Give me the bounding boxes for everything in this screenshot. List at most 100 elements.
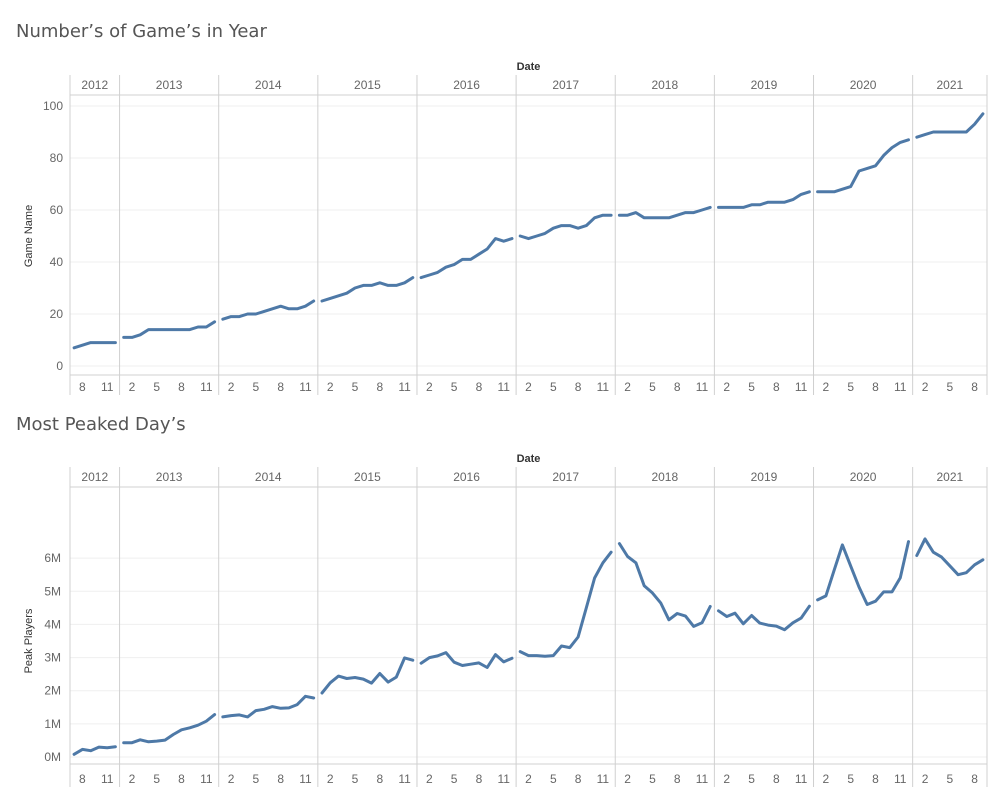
month-tick-label: 11 xyxy=(894,772,907,786)
series-line-segment-2018 xyxy=(617,205,712,220)
month-tick-label: 11 xyxy=(497,380,510,394)
month-tick-label: 5 xyxy=(748,380,755,394)
series-line-segment-2012 xyxy=(72,341,117,350)
series-line-segment-2016 xyxy=(419,651,514,669)
month-tick-label: 2 xyxy=(525,772,532,786)
year-label: 2014 xyxy=(255,470,282,484)
y-tick-label: 100 xyxy=(43,99,63,113)
month-tick-label: 11 xyxy=(299,380,312,394)
year-label: 2018 xyxy=(651,470,678,484)
month-tick-label: 8 xyxy=(971,380,978,394)
month-tick-label: 8 xyxy=(872,772,879,786)
year-label: 2014 xyxy=(255,78,282,92)
month-tick-label: 11 xyxy=(597,772,610,786)
month-tick-label: 11 xyxy=(597,380,610,394)
month-tick-label: 5 xyxy=(946,772,953,786)
month-tick-label: 5 xyxy=(153,772,160,786)
month-tick-label: 8 xyxy=(476,772,483,786)
series-line-segment-2021 xyxy=(915,112,985,139)
month-tick-label: 2 xyxy=(723,772,730,786)
month-tick-label: 2 xyxy=(129,772,136,786)
series-line-segment-2013 xyxy=(122,320,217,339)
month-tick-label: 5 xyxy=(649,772,656,786)
y-tick-label: 60 xyxy=(50,203,64,217)
series-line-segment-2012 xyxy=(72,745,117,756)
y-tick-label: 20 xyxy=(50,307,64,321)
header-label: Date xyxy=(517,453,541,465)
month-tick-label: 8 xyxy=(79,380,86,394)
y-tick-label: 1M xyxy=(44,717,61,731)
month-tick-label: 8 xyxy=(674,772,681,786)
month-tick-label: 2 xyxy=(922,772,929,786)
y-axis-title: Peak Players xyxy=(23,608,35,673)
month-tick-label: 8 xyxy=(277,380,284,394)
year-label: 2013 xyxy=(156,78,183,92)
month-tick-label: 2 xyxy=(228,380,235,394)
month-tick-label: 11 xyxy=(894,380,907,394)
y-axis-title: Game Name xyxy=(23,205,35,267)
series-line-segment-2013 xyxy=(122,713,217,745)
month-tick-label: 11 xyxy=(795,772,808,786)
y-tick-label: 0 xyxy=(56,359,63,373)
month-tick-label: 2 xyxy=(823,772,830,786)
month-tick-label: 5 xyxy=(946,380,953,394)
series-line-segment-2020 xyxy=(816,540,910,606)
y-tick-label: 3M xyxy=(44,651,61,665)
year-label: 2018 xyxy=(651,78,678,92)
month-tick-label: 5 xyxy=(748,772,755,786)
month-tick-label: 2 xyxy=(327,772,334,786)
month-tick-label: 8 xyxy=(178,380,185,394)
series-line-segment-2014 xyxy=(221,299,316,321)
month-tick-label: 2 xyxy=(525,380,532,394)
month-tick-label: 5 xyxy=(352,380,359,394)
month-tick-label: 11 xyxy=(101,380,114,394)
month-tick-label: 2 xyxy=(426,772,433,786)
month-tick-label: 2 xyxy=(723,380,730,394)
series-line-segment-2019 xyxy=(717,604,811,632)
month-tick-label: 8 xyxy=(575,380,582,394)
series-line-segment-2018 xyxy=(617,542,712,628)
month-tick-label: 8 xyxy=(674,380,681,394)
series-line-segment-2020 xyxy=(816,138,910,194)
month-tick-label: 8 xyxy=(376,380,383,394)
month-tick-label: 11 xyxy=(101,772,114,786)
month-tick-label: 8 xyxy=(971,772,978,786)
month-tick-label: 8 xyxy=(178,772,185,786)
year-label: 2020 xyxy=(850,470,877,484)
year-label: 2015 xyxy=(354,470,381,484)
year-label: 2021 xyxy=(936,470,963,484)
series-line-segment-2014 xyxy=(221,694,316,719)
year-label: 2021 xyxy=(936,78,963,92)
series-line-segment-2017 xyxy=(518,550,613,658)
year-label: 2017 xyxy=(552,78,579,92)
series-line-segment-2015 xyxy=(320,656,415,695)
month-tick-label: 11 xyxy=(200,772,213,786)
month-tick-label: 2 xyxy=(327,380,334,394)
month-tick-label: 8 xyxy=(773,380,780,394)
month-tick-label: 11 xyxy=(696,380,709,394)
month-tick-label: 5 xyxy=(550,380,557,394)
series-line-segment-2015 xyxy=(320,276,415,303)
year-label: 2020 xyxy=(850,78,877,92)
header-label: Date xyxy=(517,61,541,73)
month-tick-label: 5 xyxy=(451,772,458,786)
year-label: 2019 xyxy=(751,78,778,92)
month-tick-label: 2 xyxy=(624,772,631,786)
month-tick-label: 5 xyxy=(253,772,260,786)
y-tick-label: 5M xyxy=(44,584,61,598)
month-tick-label: 2 xyxy=(228,772,235,786)
series-line-segment-2019 xyxy=(717,190,811,209)
year-label: 2016 xyxy=(453,78,480,92)
year-label: 2013 xyxy=(156,470,183,484)
y-tick-label: 40 xyxy=(50,255,64,269)
month-tick-label: 8 xyxy=(277,772,284,786)
month-tick-label: 5 xyxy=(847,380,854,394)
series-line-segment-2017 xyxy=(518,213,613,241)
y-tick-label: 0M xyxy=(44,750,61,764)
month-tick-label: 2 xyxy=(922,380,929,394)
month-tick-label: 2 xyxy=(624,380,631,394)
y-tick-label: 4M xyxy=(44,617,61,631)
month-tick-label: 11 xyxy=(795,380,808,394)
